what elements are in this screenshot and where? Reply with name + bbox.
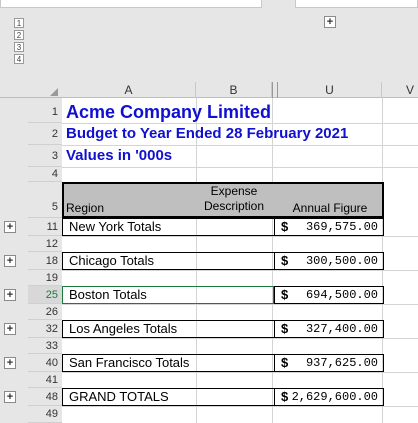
expand-row-32-button[interactable]: + — [4, 323, 16, 335]
region-cell[interactable]: San Francisco Totals — [69, 355, 190, 370]
grid-line — [62, 338, 418, 339]
hidden-columns-marker[interactable] — [272, 82, 278, 98]
formula-area — [0, 0, 262, 8]
row-header-26[interactable]: 26 — [28, 304, 62, 320]
amount-value: 369,575.00 — [305, 220, 378, 234]
col-level-2-button[interactable]: 2 — [14, 30, 24, 40]
row-header-33[interactable]: 33 — [28, 338, 62, 354]
amount-value: 694,500.00 — [305, 288, 378, 302]
region-header: Region — [66, 201, 105, 215]
grid-line — [62, 372, 418, 373]
grid-line — [62, 123, 418, 124]
column-header-v[interactable]: V — [405, 83, 414, 97]
grid-line — [62, 167, 418, 168]
expand-row-40-button[interactable]: + — [4, 357, 16, 369]
region-cell[interactable]: New York Totals — [69, 219, 162, 234]
currency-symbol: $ — [281, 287, 289, 302]
grid-line — [196, 98, 197, 423]
amount-value: 300,500.00 — [305, 254, 378, 268]
row-header-25[interactable]: 25 — [28, 286, 62, 304]
region-cell[interactable]: Boston Totals — [69, 287, 147, 302]
annual-figure-header: Annual Figure — [292, 201, 368, 215]
row-header-49[interactable]: 49 — [28, 406, 62, 423]
company-title: Acme Company Limited — [66, 102, 272, 122]
active-cell-outline — [62, 286, 274, 304]
column-header-u[interactable]: U — [278, 82, 382, 98]
expand-row-48-button[interactable]: + — [4, 391, 16, 403]
grid-line — [382, 98, 383, 423]
row-header-11[interactable]: 11 — [28, 218, 62, 236]
amount-value: 2,629,600.00 — [291, 390, 378, 404]
amount-cell-box[interactable] — [274, 388, 384, 406]
column-header-b[interactable]: B — [196, 82, 272, 98]
row-header-32[interactable]: 32 — [28, 320, 62, 338]
expense-header-line1: Expense — [210, 184, 258, 198]
grid-line — [62, 406, 418, 407]
row-header-19[interactable]: 19 — [28, 270, 62, 286]
row-header-2[interactable]: 2 — [28, 123, 62, 145]
currency-symbol: $ — [281, 355, 289, 370]
grid-line — [62, 236, 418, 237]
row-header-4[interactable]: 4 — [28, 167, 62, 182]
grid-line — [272, 98, 273, 423]
amount-cell-box[interactable] — [274, 354, 384, 372]
region-cell[interactable]: GRAND TOTALS — [69, 389, 169, 404]
row-header-3[interactable]: 3 — [28, 145, 62, 167]
expand-row-25-button[interactable]: + — [4, 289, 16, 301]
currency-symbol: $ — [281, 253, 289, 268]
expand-row-11-button[interactable]: + — [4, 221, 16, 233]
row-header-1[interactable]: 1 — [28, 101, 62, 123]
grid-line — [62, 270, 418, 271]
row-header-18[interactable]: 18 — [28, 252, 62, 270]
row-header-12[interactable]: 12 — [28, 236, 62, 252]
expand-row-18-button[interactable]: + — [4, 255, 16, 267]
expand-columns-button[interactable]: + — [324, 16, 336, 28]
col-level-4-button[interactable]: 4 — [14, 54, 24, 64]
region-cell[interactable]: Los Angeles Totals — [69, 321, 178, 336]
col-level-1-button[interactable]: 1 — [14, 18, 24, 28]
expense-header-line2: Description — [203, 199, 265, 213]
grid-line — [62, 145, 418, 146]
column-header-bar — [0, 82, 418, 98]
select-all-corner[interactable] — [50, 88, 58, 96]
column-header-a[interactable]: A — [62, 82, 196, 98]
table-header — [62, 182, 384, 218]
col-level-3-button[interactable]: 3 — [14, 42, 24, 52]
budget-subtitle: Budget to Year Ended 28 February 2021 — [66, 125, 349, 142]
amount-value: 937,625.00 — [305, 356, 378, 370]
currency-symbol: $ — [281, 219, 289, 234]
amount-cell-box[interactable] — [274, 252, 384, 270]
outline-area — [0, 0, 418, 82]
currency-symbol: $ — [281, 389, 289, 404]
formula-area-right — [295, 0, 418, 8]
row-header-48[interactable]: 48 — [28, 388, 62, 406]
values-note: Values in '000s — [66, 147, 173, 164]
grid-line — [62, 304, 418, 305]
row-header-5[interactable]: 5 — [28, 182, 62, 218]
region-cell[interactable]: Chicago Totals — [69, 253, 155, 268]
currency-symbol: $ — [281, 321, 289, 336]
row-header-41[interactable]: 41 — [28, 372, 62, 388]
amount-value: 327,400.00 — [305, 322, 378, 336]
amount-cell-box[interactable] — [274, 286, 384, 304]
row-header-40[interactable]: 40 — [28, 354, 62, 372]
amount-cell-box[interactable] — [274, 218, 384, 236]
amount-cell-box[interactable] — [274, 320, 384, 338]
